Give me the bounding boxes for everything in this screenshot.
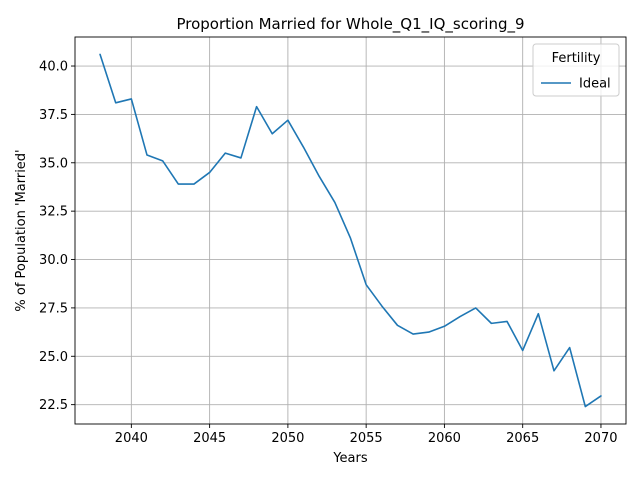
y-tick-label: 40.0 xyxy=(39,60,68,75)
x-tick-label: 2050 xyxy=(271,431,304,446)
legend-title: Fertility xyxy=(552,51,601,66)
y-axis-ticks: 22.5 25.0 27.5 30.0 32.5 35.0 37.5 40.0 xyxy=(39,60,75,413)
y-tick-label: 22.5 xyxy=(39,398,68,413)
x-tick-label: 2055 xyxy=(350,431,383,446)
x-tick-label: 2040 xyxy=(115,431,148,446)
legend-label-ideal: Ideal xyxy=(579,77,611,92)
x-tick-label: 2070 xyxy=(584,431,617,446)
legend: Fertility Ideal xyxy=(532,43,620,97)
series-layer xyxy=(99,53,602,408)
y-tick-label: 37.5 xyxy=(39,108,68,123)
y-axis-label: % of Population 'Married' xyxy=(14,149,29,311)
plot-frame xyxy=(74,36,627,425)
x-tick-label: 2065 xyxy=(506,431,539,446)
x-axis-label: Years xyxy=(332,451,368,466)
x-axis-ticks: 2040 2045 2050 2055 2060 2065 2070 xyxy=(115,424,618,446)
chart-title: Proportion Married for Whole_Q1_IQ_scori… xyxy=(176,15,524,34)
x-tick-label: 2060 xyxy=(428,431,461,446)
y-tick-label: 30.0 xyxy=(39,253,68,268)
series-line-ideal xyxy=(99,53,602,408)
y-tick-label: 32.5 xyxy=(39,205,68,220)
y-tick-label: 27.5 xyxy=(39,301,68,316)
grid-lines xyxy=(75,37,626,424)
x-tick-label: 2045 xyxy=(193,431,226,446)
y-tick-label: 35.0 xyxy=(39,156,68,171)
y-tick-label: 25.0 xyxy=(39,350,68,365)
